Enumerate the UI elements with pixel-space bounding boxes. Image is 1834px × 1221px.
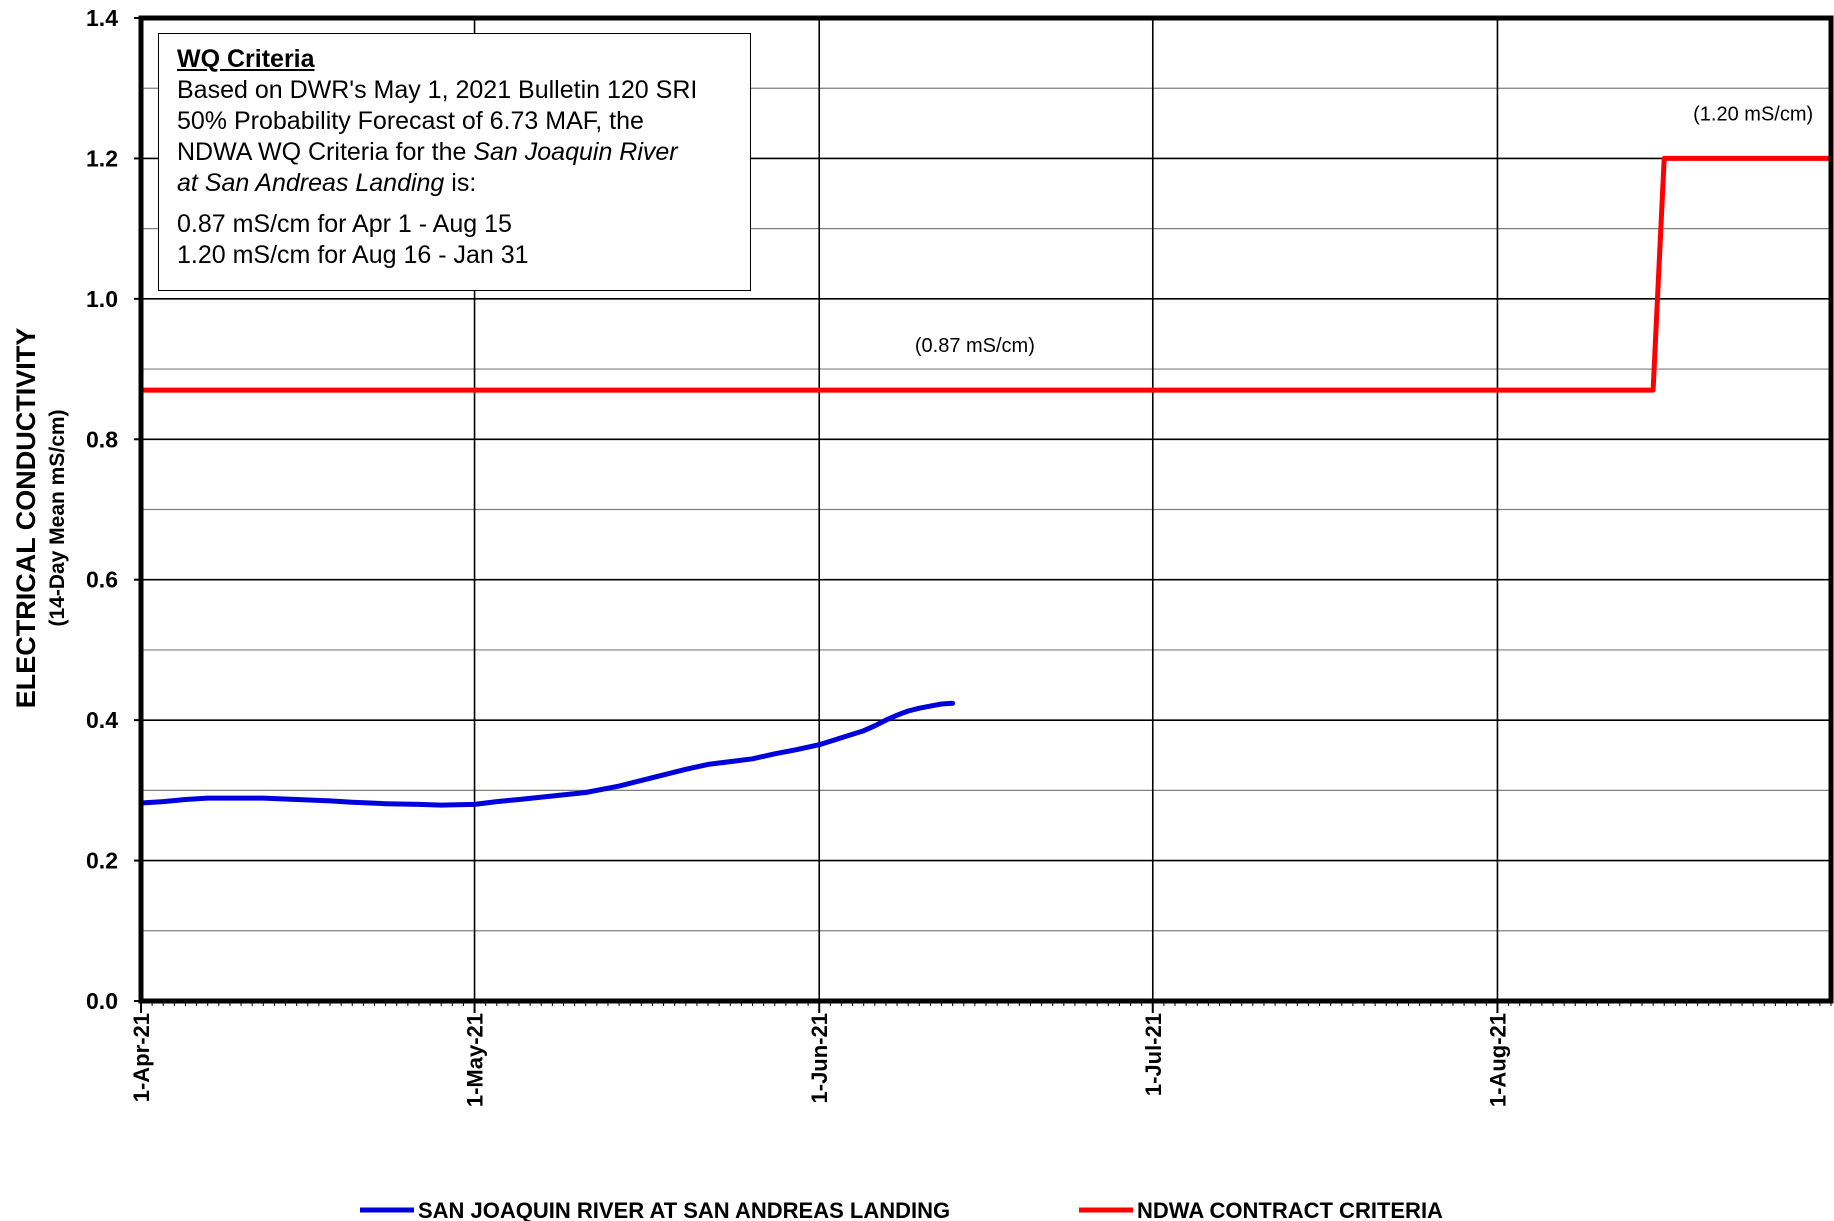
x-tick-label: 1-Jun-21 (807, 1013, 832, 1103)
y-tick-label: 0.4 (86, 707, 118, 733)
plot-frame (138, 15, 1834, 1004)
criteria-box: WQ Criteria Based on DWR's May 1, 2021 B… (158, 33, 751, 291)
criteria-location-name: at San Andreas Landing (177, 169, 445, 197)
x-tick-label: 1-Apr-21 (129, 1013, 154, 1102)
x-tick-label: 1-May-21 (463, 1013, 488, 1107)
criteria-line-1: Based on DWR's May 1, 2021 Bulletin 120 … (177, 76, 698, 104)
criteria-line-4: at San Andreas Landing is: (177, 168, 732, 199)
y-tick-label: 0.0 (86, 988, 118, 1014)
annotation-label: (0.87 mS/cm) (915, 335, 1035, 357)
criteria-line-3: NDWA WQ Criteria for the San Joaquin Riv… (177, 137, 732, 168)
y-tick-label: 0.8 (86, 426, 118, 452)
criteria-river-name: San Joaquin River (473, 138, 678, 166)
y-tick-label: 1.0 (86, 286, 118, 312)
criteria-line-6: 1.20 mS/cm for Aug 16 - Jan 31 (177, 241, 529, 269)
series-line-ndwa-criteria (138, 155, 1834, 393)
x-tick-label: 1-Jul-21 (1141, 1013, 1166, 1096)
series-line-san-joaquin (138, 700, 956, 808)
legend-label: SAN JOAQUIN RIVER AT SAN ANDREAS LANDING (418, 1198, 950, 1221)
x-tick-label: 1-Aug-21 (1485, 1013, 1510, 1107)
criteria-line-3-text: NDWA WQ Criteria for the (177, 138, 474, 166)
y-tick-label: 1.4 (86, 5, 118, 31)
criteria-line-4-text: is: (444, 169, 477, 197)
y-axis-subtitle: (14-Day Mean mS/cm) (46, 409, 69, 626)
y-axis-title: ELECTRICAL CONDUCTIVITY (11, 328, 41, 709)
y-tick-label: 0.6 (86, 567, 118, 593)
legend-label: NDWA CONTRACT CRITERIA (1137, 1198, 1443, 1221)
y-tick-label: 1.2 (86, 145, 118, 171)
criteria-line-2: 50% Probability Forecast of 6.73 MAF, th… (177, 107, 644, 135)
criteria-line-5: 0.87 mS/cm for Apr 1 - Aug 15 (177, 210, 512, 238)
y-tick-label: 0.2 (86, 848, 118, 874)
criteria-title: WQ Criteria (177, 45, 315, 73)
annotation-label: (1.20 mS/cm) (1693, 103, 1813, 125)
